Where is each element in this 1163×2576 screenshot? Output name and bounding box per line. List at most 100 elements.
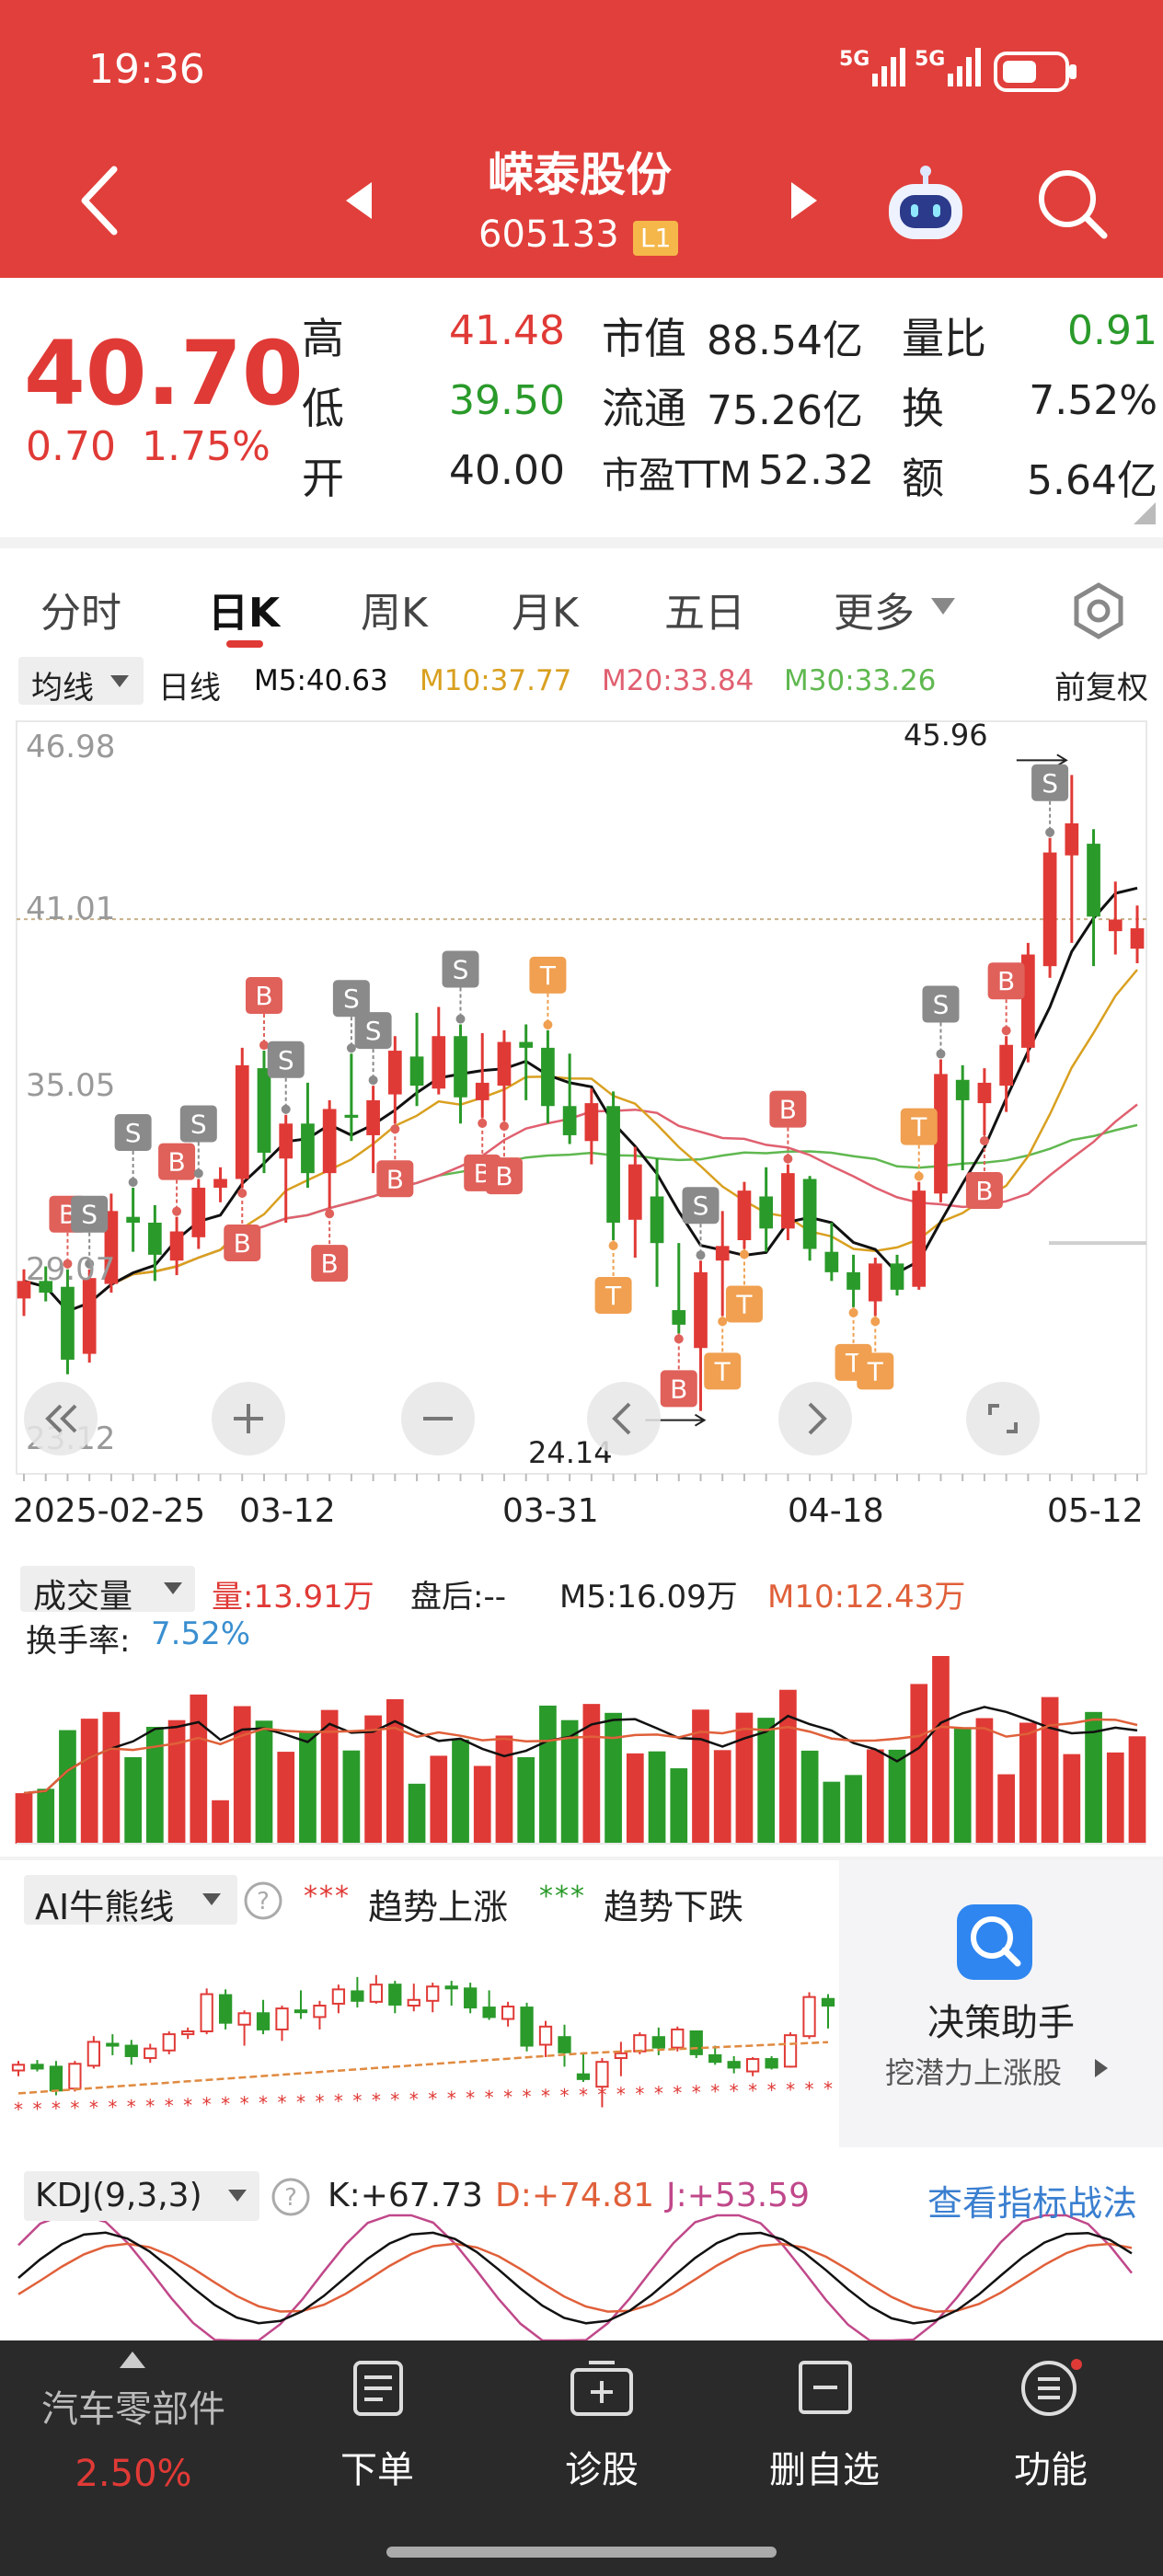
ai-trend-star: *: [372, 2089, 381, 2111]
ai-candle: [294, 1990, 308, 2019]
x-tick: 03-12: [239, 1492, 336, 1530]
menu-circle-icon: [1021, 2359, 1082, 2416]
svg-text:S: S: [125, 1118, 142, 1148]
ai-trend-star: *: [428, 2088, 437, 2110]
ai-candle: [746, 2057, 760, 2076]
tab-weekly-k[interactable]: 周K: [361, 590, 428, 637]
svg-text:B: B: [670, 1374, 687, 1404]
decision-assistant-card[interactable]: 决策助手 挖潜力上涨股: [839, 1860, 1163, 2147]
ma-selector-label: 均线: [31, 670, 94, 707]
tab-daily-k[interactable]: 日K: [208, 590, 281, 637]
ma-legend-row: 均线 日线 M5:40.63 M10:37.77 M20:33.84 M30:3…: [0, 653, 1163, 712]
kdj-selector[interactable]: [24, 2171, 259, 2221]
tab-five-day[interactable]: 五日: [664, 590, 745, 637]
rewind-button[interactable]: [24, 1382, 98, 1455]
candle: [17, 1269, 31, 1317]
back-arrow-icon[interactable]: [77, 166, 121, 236]
ai-candle: [181, 2027, 195, 2040]
zoom-in-button[interactable]: [212, 1382, 285, 1455]
ai-selector[interactable]: [24, 1875, 237, 1925]
candle: [759, 1167, 774, 1252]
signal-tag-S: S: [682, 1187, 720, 1261]
candle: [301, 1082, 315, 1188]
svg-text:B: B: [997, 966, 1015, 996]
signal-label-2: 5G: [915, 48, 946, 71]
volume-bar: [386, 1699, 404, 1844]
ai-trend-star: *: [409, 2088, 419, 2110]
svg-text:S: S: [81, 1200, 98, 1230]
tab-more[interactable]: 更多: [834, 590, 915, 637]
volume-bar: [670, 1768, 688, 1844]
ai-candle: [821, 1994, 835, 2029]
volume-bar: [299, 1731, 317, 1844]
remove-watchlist-button[interactable]: 删自选: [751, 2359, 898, 2524]
function-button[interactable]: 功能: [986, 2359, 1115, 2524]
order-button[interactable]: 下单: [313, 2359, 442, 2524]
candle: [475, 1033, 489, 1118]
signal-tag-B: B: [158, 1143, 196, 1217]
ai-trend-star: *: [579, 2084, 588, 2106]
fullscreen-button[interactable]: [966, 1382, 1040, 1455]
turnover-rate-value: 7.52%: [151, 1616, 251, 1652]
svg-text:S: S: [1042, 768, 1058, 799]
scroll-left-button[interactable]: [587, 1382, 661, 1455]
svg-text:B: B: [255, 981, 272, 1011]
diagnose-button[interactable]: 诊股: [537, 2359, 666, 2524]
candle: [781, 1164, 795, 1241]
help-icon[interactable]: ?: [243, 1880, 283, 1921]
adjust-mode[interactable]: 前复权: [1054, 670, 1148, 707]
ai-trend-star: *: [635, 2083, 644, 2105]
ai-trend-star: *: [70, 2097, 79, 2119]
svg-text:T: T: [605, 1281, 622, 1311]
volume-bar: [539, 1705, 557, 1844]
minus-icon: [423, 1417, 453, 1420]
kdj-strategy-link[interactable]: 查看指标战法: [927, 2183, 1137, 2224]
ai-trend-star: *: [447, 2087, 456, 2110]
next-stock-icon[interactable]: [789, 180, 819, 221]
volume-bar: [582, 1704, 601, 1844]
active-tab-indicator: [226, 640, 263, 648]
svg-text:S: S: [343, 983, 360, 1014]
ai-candle: [482, 1990, 496, 2020]
zoom-out-button[interactable]: [401, 1382, 475, 1455]
search-icon[interactable]: [1036, 167, 1110, 241]
ai-candle: [783, 2032, 798, 2068]
turnover-value: 7.52%: [1029, 377, 1157, 424]
expand-corner-icon[interactable]: [1134, 502, 1156, 524]
x-tick: 2025-02-25: [13, 1492, 206, 1530]
svg-text:?: ?: [284, 2184, 297, 2212]
sector-name[interactable]: 汽车零部件: [41, 2388, 225, 2431]
candle: [912, 1181, 927, 1290]
caret-right-icon: [1095, 2059, 1108, 2077]
volume-bar: [713, 1750, 731, 1844]
ai-candle: [444, 1981, 458, 2006]
battery-icon: [994, 52, 1077, 92]
svg-text:B: B: [386, 1164, 404, 1194]
volume-bar: [59, 1730, 76, 1844]
volume-bar: [648, 1751, 666, 1844]
volume-selector[interactable]: [20, 1566, 195, 1612]
ai-trend-star: *: [202, 2094, 212, 2116]
ma-chevron-down-icon: [110, 675, 129, 687]
candle: [409, 1012, 424, 1107]
ai-bull-bear-panel: * * * * * * * * * * * * * * * * * * * * * * * * * * * * * * * * * * * * * * * *…: [0, 1860, 1163, 2151]
home-indicator[interactable]: [386, 2547, 777, 2558]
robot-assistant-icon[interactable]: [883, 162, 968, 247]
signal-tag-S: S: [179, 1105, 217, 1179]
kdj-panel: KDJ(9,3,3) ? K:+67.73 D:+74.81 J:+53.59 …: [0, 2151, 1163, 2340]
prev-stock-icon[interactable]: [344, 180, 374, 221]
mktcap-label: 市值: [602, 314, 686, 363]
settings-hex-icon[interactable]: [1069, 581, 1128, 640]
svg-text:?: ?: [257, 1888, 270, 1915]
ma10-line: [23, 969, 1138, 1313]
svg-text:T: T: [867, 1356, 884, 1386]
kdj-help-icon[interactable]: ?: [271, 2177, 311, 2217]
scroll-right-button[interactable]: [778, 1382, 852, 1455]
ai-trend-star: *: [334, 2090, 343, 2112]
ai-trend-star: *: [710, 2081, 720, 2103]
signal-tag-B: B: [965, 1134, 1003, 1209]
tab-intraday[interactable]: 分时: [40, 590, 121, 637]
tab-monthly-k[interactable]: 月K: [512, 590, 579, 637]
